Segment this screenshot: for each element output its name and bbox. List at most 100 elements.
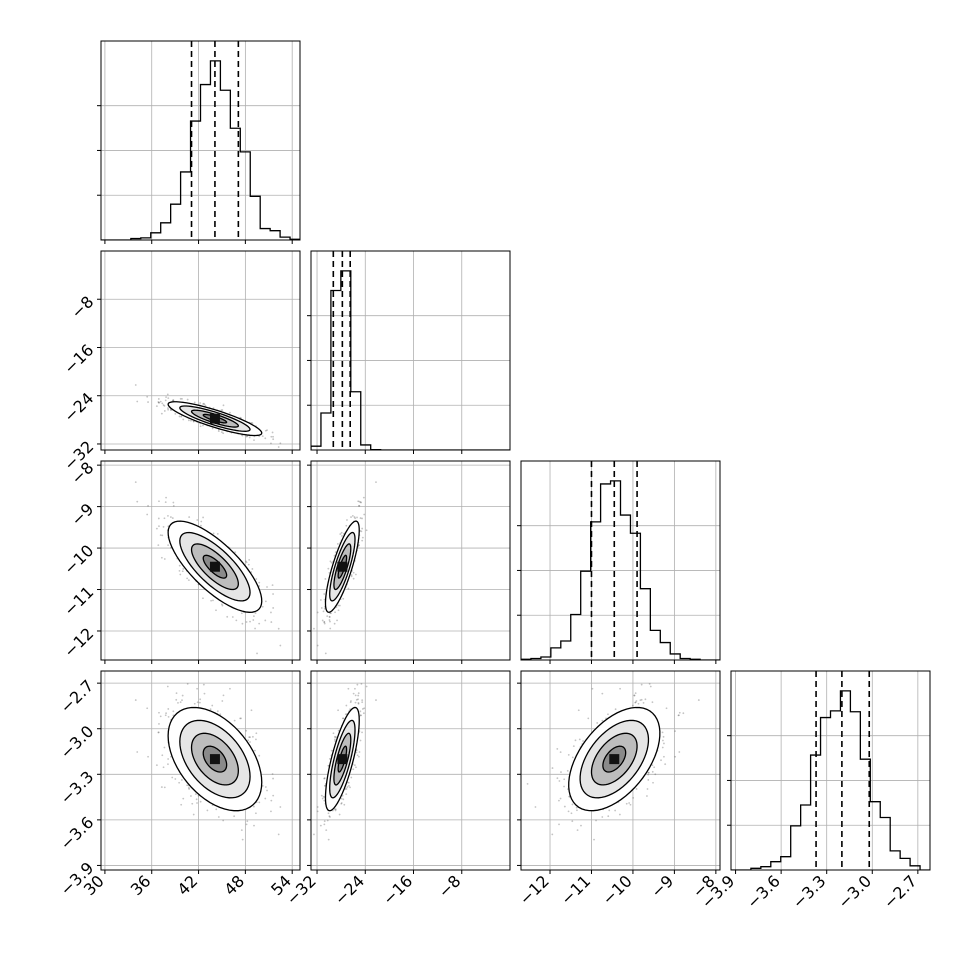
sample-point xyxy=(558,780,561,782)
sample-point xyxy=(324,652,327,655)
sample-point xyxy=(172,399,175,402)
sample-point xyxy=(677,714,680,717)
sample-point xyxy=(255,732,258,735)
sample-point xyxy=(347,687,350,690)
sample-point xyxy=(136,751,139,753)
sample-point xyxy=(181,699,183,702)
sample-point xyxy=(337,609,340,612)
sample-point xyxy=(647,779,650,781)
sample-point xyxy=(328,619,331,621)
sample-point xyxy=(255,578,258,580)
sample-point xyxy=(220,431,223,434)
sample-point xyxy=(272,794,275,797)
sample-point xyxy=(196,687,199,690)
sample-point xyxy=(248,436,251,439)
sample-point xyxy=(264,437,267,440)
sample-point xyxy=(633,694,636,697)
sample-point xyxy=(323,823,326,826)
sample-point xyxy=(345,793,348,796)
sample-point xyxy=(186,682,189,685)
sample-point xyxy=(595,819,597,822)
sample-point xyxy=(247,739,250,742)
sample-point xyxy=(136,500,139,503)
sample-point xyxy=(166,685,169,688)
sample-point xyxy=(134,699,137,701)
y-tick-label: −3.3 xyxy=(56,767,97,808)
sample-point xyxy=(163,786,166,789)
sample-point xyxy=(662,739,664,742)
sample-point xyxy=(157,398,160,400)
sample-point xyxy=(222,432,225,435)
sample-point xyxy=(570,812,573,815)
sample-point xyxy=(167,514,169,517)
sample-point xyxy=(245,729,248,732)
sample-point xyxy=(231,616,234,618)
sample-point xyxy=(321,797,324,800)
sample-point xyxy=(241,622,244,625)
sample-point xyxy=(357,698,359,701)
sample-point xyxy=(558,823,560,826)
sample-point xyxy=(356,754,359,757)
sample-point xyxy=(639,699,642,702)
sample-point xyxy=(233,815,236,818)
sample-point xyxy=(664,763,667,766)
sample-point xyxy=(165,396,167,399)
sample-point xyxy=(352,577,355,580)
histogram-panel-1 xyxy=(307,250,511,454)
sample-point xyxy=(333,808,336,811)
sample-point xyxy=(277,446,280,448)
sample-point xyxy=(348,784,350,787)
sample-point xyxy=(357,500,360,503)
y-tick-label: −24 xyxy=(60,389,97,426)
sample-point xyxy=(146,395,149,398)
x-tick-label: 36 xyxy=(127,871,155,899)
y-tick-label: −3.0 xyxy=(56,722,97,763)
sample-point xyxy=(159,534,162,537)
sample-point xyxy=(240,717,242,720)
sample-point xyxy=(272,593,274,595)
sample-point xyxy=(333,622,336,625)
sample-point xyxy=(163,410,166,412)
sample-point xyxy=(635,788,638,790)
sample-point xyxy=(187,579,190,582)
sample-point xyxy=(642,701,645,704)
sample-point xyxy=(167,407,169,410)
sample-point xyxy=(337,604,340,607)
sample-point xyxy=(363,513,366,516)
sample-point xyxy=(147,401,149,403)
sample-point xyxy=(346,519,348,521)
sample-point xyxy=(551,833,554,836)
sample-point xyxy=(233,719,236,722)
sample-point xyxy=(165,496,167,499)
sample-point xyxy=(253,824,255,827)
sample-point xyxy=(651,701,654,704)
sample-point xyxy=(254,612,257,614)
sample-point xyxy=(270,621,273,623)
sample-point xyxy=(241,838,244,841)
sample-point xyxy=(182,418,185,421)
sample-point xyxy=(186,577,189,580)
sample-point xyxy=(560,771,562,773)
sample-point xyxy=(361,701,364,704)
sample-point xyxy=(161,402,164,405)
sample-point xyxy=(254,627,256,630)
sample-point xyxy=(330,561,333,564)
sample-point xyxy=(261,605,264,608)
sample-point xyxy=(355,698,358,701)
sample-point xyxy=(349,701,352,704)
sample-point xyxy=(647,771,650,774)
sample-point xyxy=(607,815,610,818)
sample-point xyxy=(322,795,325,798)
sample-point xyxy=(682,712,685,715)
sample-point xyxy=(577,709,580,712)
sample-point xyxy=(327,567,330,570)
sample-point xyxy=(249,741,251,743)
x-tick-label: −32 xyxy=(283,871,320,908)
sample-point xyxy=(334,736,337,739)
sample-point xyxy=(342,597,345,600)
sample-point xyxy=(191,802,194,805)
sample-point xyxy=(157,731,160,734)
sample-point xyxy=(632,796,635,799)
sample-point xyxy=(175,698,178,701)
sample-point xyxy=(654,773,657,776)
